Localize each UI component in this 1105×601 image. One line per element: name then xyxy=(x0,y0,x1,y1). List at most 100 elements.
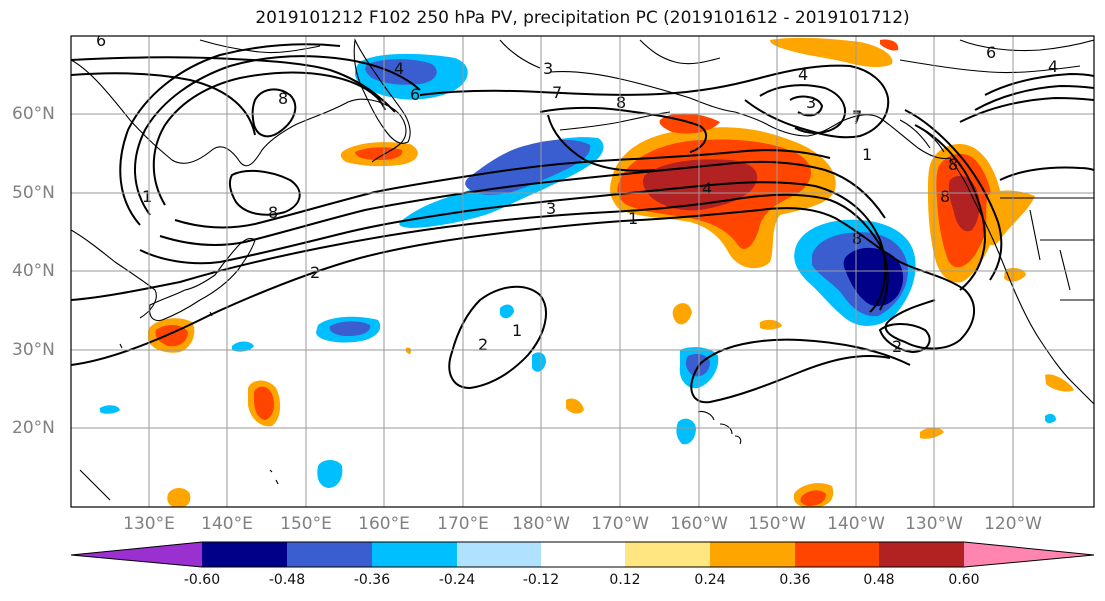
pv-contour-9 xyxy=(71,56,396,113)
pv-contour-14 xyxy=(759,84,846,134)
shade-orange-small-2 xyxy=(672,303,692,325)
shade-orange-small-1 xyxy=(566,398,584,414)
shade-orange-small-9 xyxy=(405,347,412,354)
pv-contour-13 xyxy=(547,114,656,172)
shade-orange-small-8 xyxy=(1045,374,1074,392)
contour-label: 2 xyxy=(892,337,902,356)
lat-label: 50°N xyxy=(12,183,55,203)
pv-contour-5 xyxy=(174,149,831,229)
pv-contour-19 xyxy=(974,84,1094,111)
pv-contour-8 xyxy=(119,43,341,226)
colorbar-segment xyxy=(710,542,795,567)
contour-label: 8 xyxy=(278,89,288,108)
pv-contour-26 xyxy=(690,355,891,404)
colorbar-tick-label: -0.24 xyxy=(438,572,476,588)
shade-red-small-south-1-inner xyxy=(254,386,274,420)
lon-label: 120°W xyxy=(984,514,1042,534)
contour-label: 8 xyxy=(616,93,626,112)
contour-labels: 6 4 3 6 8 7 8 4 3 6 4 7 1 8 4 3 1 2 8 2 xyxy=(96,31,1058,356)
contour-label: 8 xyxy=(852,229,862,248)
pv-contour-7 xyxy=(134,55,421,216)
colorbar-segment xyxy=(372,542,457,567)
pv-contour-21 xyxy=(999,166,1094,181)
bering-coast-north xyxy=(499,39,721,69)
contour-label: 7 xyxy=(852,107,862,126)
colorbar-tick-label: 0.48 xyxy=(863,572,895,588)
colorbar-tick-label: -0.36 xyxy=(353,572,391,588)
pv-contour-20 xyxy=(959,96,1094,123)
pv-contour-18 xyxy=(984,72,1094,96)
contour-label: 4 xyxy=(702,179,712,198)
lon-label: 140°W xyxy=(827,514,885,534)
contour-label: 1 xyxy=(512,321,522,340)
shade-blue-small-4 xyxy=(500,304,514,319)
pv-contour-6 xyxy=(152,71,386,206)
lon-label: 140°E xyxy=(201,514,253,534)
shade-okhotsk-blue xyxy=(365,59,437,85)
pv-contour-10 xyxy=(71,72,256,136)
shade-central-blue-1-inner xyxy=(329,321,371,336)
colorbar-tick-label: 0.36 xyxy=(779,572,811,588)
shade-canada-top xyxy=(770,37,893,68)
colorbar-tick-label: -0.48 xyxy=(268,572,306,588)
colorbar-segment xyxy=(202,542,287,567)
colorbar-tick-label: 0.60 xyxy=(948,572,980,588)
colorbar-segment xyxy=(287,542,372,567)
shade-gulf-alaska-darkred xyxy=(642,159,758,211)
alaska-coast xyxy=(549,70,951,160)
shade-blue-small-1 xyxy=(232,341,254,352)
pv-contour-3 xyxy=(139,181,887,313)
arctic-coast xyxy=(199,39,1081,74)
contour-label: 6 xyxy=(96,31,106,50)
contour-label: 3 xyxy=(806,93,816,112)
lon-label: 150°E xyxy=(280,514,332,534)
pv-contour-12 xyxy=(539,106,708,153)
contour-label: 2 xyxy=(310,263,320,282)
colorbar-segment xyxy=(879,542,964,567)
shade-orange-small-4-inner xyxy=(800,490,826,506)
colorbar-segment xyxy=(71,542,202,567)
lon-label: 160°E xyxy=(358,514,410,534)
contour-label: 8 xyxy=(948,155,958,174)
contour-label: 1 xyxy=(628,209,638,228)
colorbar-segment xyxy=(457,542,541,567)
colorbar-segment xyxy=(795,542,879,567)
lon-label: 130°E xyxy=(123,514,175,534)
shade-blue-small-5 xyxy=(532,352,546,372)
lat-label: 30°N xyxy=(12,340,55,360)
contour-label: 7 xyxy=(852,109,862,128)
colorbar-outline xyxy=(70,541,1095,568)
graticule xyxy=(71,36,1094,507)
pacific-islands xyxy=(79,311,279,501)
lon-label: 150°W xyxy=(748,514,806,534)
contour-label: 1 xyxy=(862,145,872,164)
shade-westcoast-lower xyxy=(985,190,1035,246)
na-borders xyxy=(1000,197,1094,301)
lat-label: 20°N xyxy=(12,418,55,438)
lat-label: 60°N xyxy=(12,104,55,124)
kamchatka-coast xyxy=(353,38,411,144)
colorbar-tick-label: 0.12 xyxy=(609,572,641,588)
asia-coast xyxy=(71,59,407,319)
lon-label: 170°E xyxy=(437,514,489,534)
contour-label: 1 xyxy=(142,187,152,206)
shade-canada-top-red xyxy=(880,39,899,51)
shade-blue-small-7 xyxy=(676,418,696,445)
shade-blue-small-3 xyxy=(100,405,120,414)
shade-orange-small-6 xyxy=(920,427,944,439)
pv-contour-17 xyxy=(914,124,987,291)
lon-label: 170°W xyxy=(591,514,649,534)
pv-contour-27 xyxy=(878,323,931,354)
pv-contour-15 xyxy=(789,95,824,117)
shade-westcoast-darkred xyxy=(948,175,980,232)
colorbar-segment xyxy=(541,542,625,567)
pv-contour-4 xyxy=(159,161,886,246)
shade-blue-small-2 xyxy=(317,460,343,488)
shade-blue-small-8 xyxy=(1045,413,1056,423)
pv-contour-23 xyxy=(251,88,297,138)
pv-contour-2 xyxy=(71,193,889,311)
greenland-area xyxy=(959,39,1094,52)
colorbar-tick-label: 0.24 xyxy=(694,572,726,588)
contour-label: 3 xyxy=(543,59,553,78)
